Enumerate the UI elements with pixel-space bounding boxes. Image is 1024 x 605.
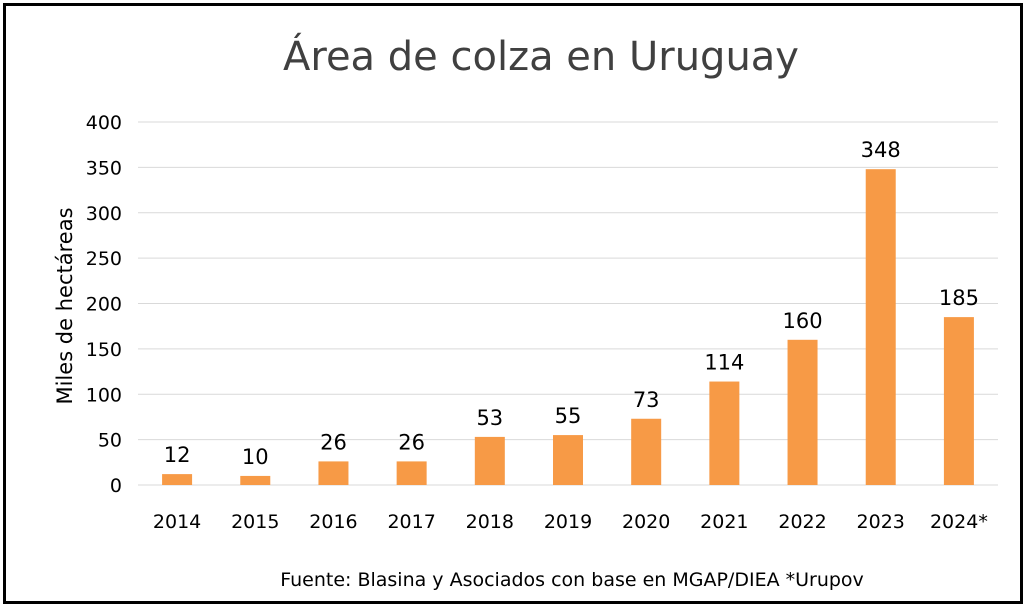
data-label-2021: 114 (704, 351, 744, 375)
x-axis-ticks: 2014 2015 2016 2017 2018 2019 2020 2021 2022 2023… (153, 511, 988, 533)
chart-title: Área de colza en Uruguay (283, 32, 799, 80)
y-tick-label: 50 (98, 430, 122, 452)
data-label-2014: 12 (164, 443, 191, 467)
data-label-2019: 55 (555, 404, 582, 428)
bar-chart: Área de colza en Uruguay Miles de hectár… (53, 32, 998, 591)
bar-2023 (865, 169, 896, 485)
y-tick-label: 150 (86, 339, 122, 361)
data-label-2015: 10 (242, 445, 269, 469)
data-label-2020: 73 (633, 388, 660, 412)
bar-2015 (240, 475, 271, 485)
y-tick-label: 200 (86, 294, 122, 316)
x-tick-label: 2015 (231, 511, 279, 533)
bar-2014 (162, 474, 193, 485)
bar-2020 (631, 418, 662, 485)
x-tick-label: 2023 (857, 511, 905, 533)
y-tick-label: 250 (86, 248, 122, 270)
x-tick-label: 2014 (153, 511, 201, 533)
y-tick-label: 100 (86, 384, 122, 406)
data-label-2016: 26 (320, 430, 347, 454)
bar-2017 (396, 461, 427, 485)
bar-2016 (318, 461, 349, 485)
data-label-2024*: 185 (939, 286, 979, 310)
y-tick-label: 400 (86, 112, 122, 134)
gridlines (138, 121, 998, 486)
bar-2018 (474, 436, 505, 485)
bar-2021 (709, 381, 740, 485)
x-tick-label: 2024* (930, 511, 988, 533)
data-label-2018: 53 (476, 406, 503, 430)
bar-2019 (553, 435, 583, 485)
y-axis-ticks: 0 50 100 150 200 250 300 350 400 (86, 112, 122, 497)
data-label-2017: 26 (398, 430, 425, 454)
x-tick-label: 2020 (622, 511, 670, 533)
source-note: Fuente: Blasina y Asociados con base en … (280, 569, 864, 591)
data-label-2022: 160 (782, 309, 822, 333)
bar-2024* (943, 317, 974, 485)
bar-2022 (787, 339, 818, 485)
y-tick-label: 350 (86, 157, 122, 179)
x-tick-label: 2017 (387, 511, 435, 533)
bars (162, 169, 974, 485)
chart-frame: Área de colza en Uruguay Miles de hectár… (3, 3, 1023, 604)
y-tick-label: 300 (86, 203, 122, 225)
y-axis-label: Miles de hectáreas (53, 207, 77, 404)
x-tick-label: 2019 (544, 511, 592, 533)
data-labels: 12 10 26 26 53 55 73 114 160 348 185 (164, 138, 979, 469)
x-tick-label: 2022 (778, 511, 826, 533)
x-tick-label: 2018 (466, 511, 514, 533)
y-tick-label: 0 (110, 475, 122, 497)
data-label-2023: 348 (861, 138, 901, 162)
x-tick-label: 2021 (700, 511, 748, 533)
x-tick-label: 2016 (309, 511, 357, 533)
